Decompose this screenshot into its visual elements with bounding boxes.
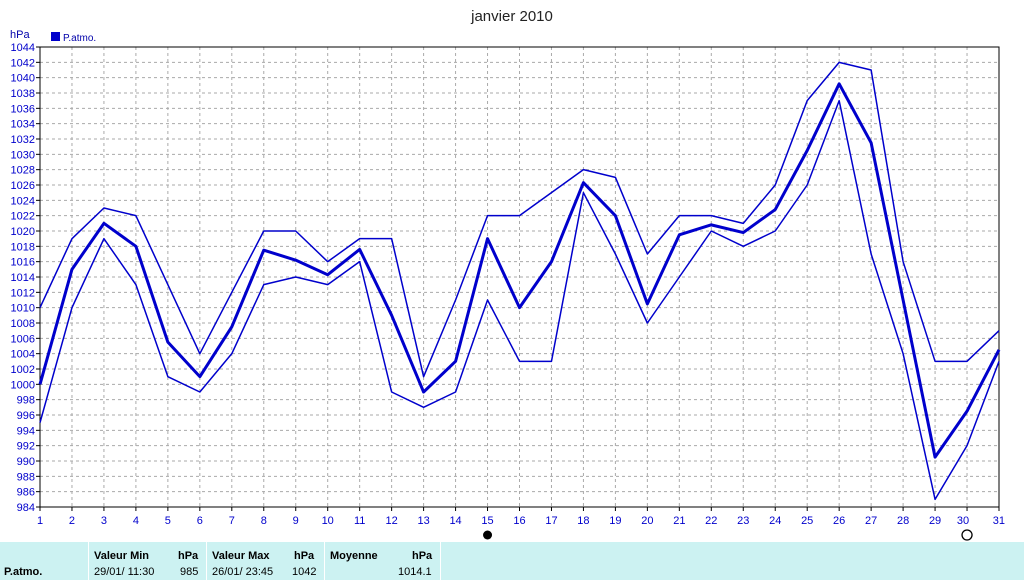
y-tick-label: 984 — [17, 502, 35, 514]
stats-divider — [88, 542, 89, 580]
y-tick-label: 1014 — [11, 272, 35, 284]
y-tick-label: 986 — [17, 487, 35, 499]
max-header: Valeur Max — [212, 550, 270, 562]
avg-header: Moyenne — [330, 550, 378, 562]
legend-swatch — [51, 32, 60, 41]
avg-unit: hPa — [412, 550, 433, 562]
y-tick-label: 1012 — [11, 287, 35, 299]
y-tick-label: 990 — [17, 456, 35, 468]
max-date: 26/01/ 23:45 — [212, 566, 274, 578]
series-line-max — [39, 61, 1000, 378]
y-tick-label: 1040 — [11, 73, 35, 85]
y-tick-label: 994 — [17, 425, 35, 437]
max-unit: hPa — [294, 550, 315, 562]
x-tick-label: 20 — [641, 515, 653, 527]
x-tick-label: 17 — [545, 515, 557, 527]
x-tick-label: 28 — [897, 515, 909, 527]
y-tick-label: 996 — [17, 410, 35, 422]
y-tick-label: 1042 — [11, 57, 35, 69]
y-tick-label: 1018 — [11, 241, 35, 253]
x-tick-label: 11 — [354, 515, 365, 527]
x-tick-label: 2 — [69, 515, 75, 527]
x-tick-label: 3 — [101, 515, 107, 527]
min-date: 29/01/ 11:30 — [94, 566, 155, 578]
new-moon-marker — [961, 529, 973, 541]
y-tick-label: 998 — [17, 395, 35, 407]
x-tick-label: 4 — [133, 515, 139, 527]
moon-phase-markers — [483, 529, 973, 541]
y-tick-label: 1030 — [11, 149, 35, 161]
y-tick-label: 1024 — [11, 195, 35, 207]
x-tick-label: 10 — [322, 515, 334, 527]
y-tick-label: 1020 — [11, 226, 35, 238]
y-tick-label: 1010 — [11, 303, 35, 315]
x-tick-label: 26 — [833, 515, 845, 527]
series-line-min — [39, 99, 1000, 501]
x-tick-label: 8 — [261, 515, 267, 527]
y-tick-label: 1036 — [11, 103, 35, 115]
series-line-mean — [38, 82, 1001, 459]
y-tick-label: 1006 — [11, 333, 35, 345]
x-tick-label: 30 — [957, 515, 969, 527]
avg-value: 1014.1 — [398, 566, 432, 578]
y-tick-label: 1016 — [11, 257, 35, 269]
series-lines — [38, 61, 1001, 501]
max-value: 1042 — [292, 566, 317, 578]
x-tick-label: 29 — [929, 515, 941, 527]
x-tick-label: 19 — [609, 515, 621, 527]
y-axis-unit: hPa — [10, 29, 30, 41]
x-tick-label: 16 — [513, 515, 525, 527]
min-header: Valeur Min — [94, 550, 150, 562]
y-tick-label: 1022 — [11, 211, 35, 223]
min-unit: hPa — [178, 550, 199, 562]
x-tick-label: 14 — [449, 515, 461, 527]
y-tick-label: 1044 — [11, 42, 35, 54]
x-tick-label: 9 — [293, 515, 299, 527]
x-tick-label: 18 — [577, 515, 589, 527]
x-axis: 1 2 3 4 5 6 7 8 9 10 11 12 13 14 15 16 17 18 19 20 21 22 23 24 2… — [37, 507, 1005, 527]
pressure-chart: janvier 2010 hPa P.atmo. 984986988990992… — [10, 8, 1005, 541]
x-tick-label: 25 — [801, 515, 813, 527]
x-tick-label: 5 — [165, 515, 171, 527]
y-tick-label: 1026 — [11, 180, 35, 192]
y-tick-label: 1038 — [11, 88, 35, 100]
x-tick-label: 31 — [993, 515, 1005, 527]
chart-title: janvier 2010 — [470, 8, 553, 25]
y-tick-label: 1004 — [11, 349, 35, 361]
x-tick-label: 13 — [417, 515, 429, 527]
stats-bar: P.atmo. Valeur Min hPa 29/01/ 11:30 985 … — [0, 542, 1024, 580]
x-tick-label: 7 — [229, 515, 235, 527]
x-tick-label: 23 — [737, 515, 749, 527]
x-tick-label: 24 — [769, 515, 781, 527]
stats-row-label: P.atmo. — [4, 566, 43, 578]
y-tick-label: 1028 — [11, 165, 35, 177]
stats-divider — [206, 542, 207, 580]
y-tick-label: 992 — [17, 441, 35, 453]
y-tick-label: 1002 — [11, 364, 35, 376]
x-tick-label: 1 — [37, 515, 43, 527]
stats-divider — [440, 542, 441, 580]
y-tick-label: 1000 — [11, 379, 35, 391]
x-tick-label: 6 — [197, 515, 203, 527]
x-tick-label: 15 — [481, 515, 493, 527]
legend-label: P.atmo. — [63, 33, 96, 44]
y-tick-label: 1032 — [11, 134, 35, 146]
x-tick-label: 22 — [705, 515, 717, 527]
min-value: 985 — [180, 566, 199, 578]
y-tick-label: 1034 — [11, 119, 35, 131]
stats-divider — [324, 542, 325, 580]
x-tick-label: 27 — [865, 515, 877, 527]
y-tick-label: 1008 — [11, 318, 35, 330]
y-tick-label: 988 — [17, 471, 35, 483]
x-tick-label: 12 — [386, 515, 398, 527]
x-tick-label: 21 — [673, 515, 685, 527]
y-axis: 984 986 988 990 992 994 996 998 1000 1002 1004 1006… — [11, 42, 40, 514]
full-moon-marker — [483, 530, 493, 540]
chart-grid — [40, 47, 999, 507]
